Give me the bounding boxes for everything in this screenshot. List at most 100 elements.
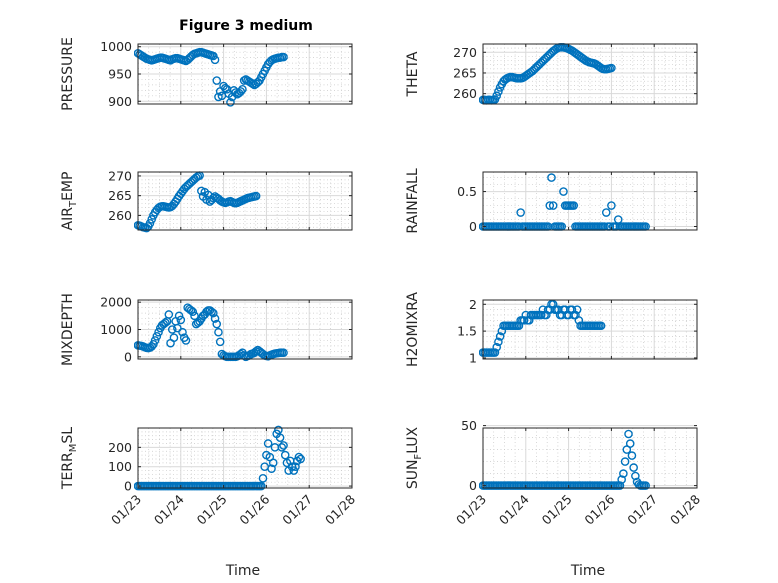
data-point	[279, 52, 288, 62]
panel-mixdepth: 0 1000 2000 MIXDEPTH	[60, 293, 353, 366]
data-point	[294, 452, 304, 462]
y-tick-label: 1000	[100, 322, 132, 337]
panel-h2omixra: 1 1.5 2 H2OMIXRA	[405, 292, 698, 367]
y-tick-label: 0	[124, 479, 132, 494]
data-point	[279, 348, 288, 358]
data-point	[279, 441, 288, 450]
x-tick-label: 01/28	[322, 491, 358, 527]
x-axis-label: Time	[225, 563, 260, 579]
data-point	[596, 321, 606, 331]
y-tick-label: 2000	[100, 295, 132, 310]
series-terr_msl	[134, 425, 305, 491]
data-point	[238, 84, 247, 94]
data-point	[280, 450, 290, 460]
series-mixdepth	[134, 303, 288, 362]
x-tick-label: 01/24	[496, 491, 532, 527]
data-point	[164, 310, 174, 319]
data-point	[248, 79, 257, 89]
y-axis-label: H2OMIXRA	[405, 292, 421, 367]
data-point	[236, 87, 246, 96]
x-axis-label: Time	[570, 563, 605, 579]
data-point	[631, 471, 640, 481]
series-h2omixra	[479, 299, 606, 357]
panel-rainfall: 0 0.5 RAINFALL	[405, 168, 698, 234]
y-tick-label: 200	[108, 440, 132, 455]
data-point	[209, 308, 218, 318]
data-point	[619, 469, 628, 478]
panel-sun_flux: 0 50 01/23 01/24 01/25 01/26 01/27 01/28 Time SUN…	[405, 418, 703, 579]
x-tick-label: 01/26	[236, 491, 272, 527]
data-point	[296, 454, 305, 464]
y-axis-label: THETA	[405, 51, 421, 97]
axes-box	[482, 43, 698, 105]
y-tick-label: 265	[453, 65, 477, 80]
data-point	[547, 173, 556, 182]
y-tick-label: 0.5	[457, 184, 477, 199]
axes-box	[482, 299, 698, 360]
y-tick-label: 100	[108, 459, 132, 474]
data-point	[154, 327, 163, 337]
data-point	[258, 474, 268, 483]
data-point	[210, 55, 220, 65]
y-tick-label: 950	[108, 67, 132, 82]
data-point	[207, 307, 216, 317]
data-point	[173, 323, 182, 333]
x-tick-label: 01/27	[624, 492, 660, 528]
data-point	[627, 451, 637, 460]
data-point	[277, 443, 287, 452]
data-point	[629, 463, 638, 472]
y-tick-label: 1000	[100, 39, 132, 54]
x-tick-label: 01/25	[539, 492, 575, 528]
data-point	[569, 201, 579, 210]
data-point	[624, 429, 633, 439]
y-tick-label: 1.5	[457, 324, 477, 339]
y-axis-label: PRESSURE	[60, 37, 76, 111]
data-point	[494, 337, 503, 347]
axes-box	[482, 171, 698, 231]
data-point	[263, 439, 273, 448]
panel-pressure: 900 950 1000 PRESSURE	[60, 37, 353, 111]
data-point	[251, 191, 261, 201]
axes-box	[137, 171, 353, 231]
data-point	[287, 462, 297, 472]
y-axis-label: SUNFLUX	[405, 426, 424, 489]
data-point	[188, 307, 198, 317]
data-point	[147, 215, 156, 224]
data-point	[291, 462, 300, 472]
axes-box	[137, 427, 353, 489]
data-point	[212, 76, 222, 85]
data-point	[145, 218, 155, 228]
data-point	[212, 319, 222, 329]
data-point	[548, 201, 558, 210]
data-point	[617, 475, 626, 484]
data-point	[167, 325, 177, 334]
series-pressure	[134, 47, 288, 107]
data-point	[215, 337, 225, 347]
data-point	[607, 201, 616, 210]
y-tick-label: 260	[108, 208, 132, 223]
data-point	[274, 425, 283, 435]
data-point	[607, 63, 616, 73]
data-point	[495, 332, 505, 341]
data-point	[559, 187, 568, 196]
y-tick-label: 0	[469, 478, 477, 493]
axes-box	[482, 427, 698, 489]
data-point	[214, 327, 223, 337]
panel-terr_msl: 0 100 200 01/23 01/24 01/25 01/26 01/27 01/28 Tim…	[60, 425, 358, 579]
y-tick-label: 0	[469, 219, 477, 234]
y-tick-label: 270	[108, 168, 132, 183]
series-sun_flux	[479, 429, 650, 490]
data-point	[174, 311, 184, 321]
data-point	[601, 208, 611, 217]
y-tick-label: 260	[453, 86, 477, 101]
data-point	[490, 348, 500, 357]
y-tick-label: 270	[453, 45, 477, 60]
data-point	[492, 342, 502, 352]
data-point	[641, 481, 650, 490]
data-point	[176, 315, 186, 325]
y-axis-label: AIRTEMP	[60, 172, 79, 231]
data-point	[275, 433, 285, 442]
data-point	[267, 464, 276, 473]
